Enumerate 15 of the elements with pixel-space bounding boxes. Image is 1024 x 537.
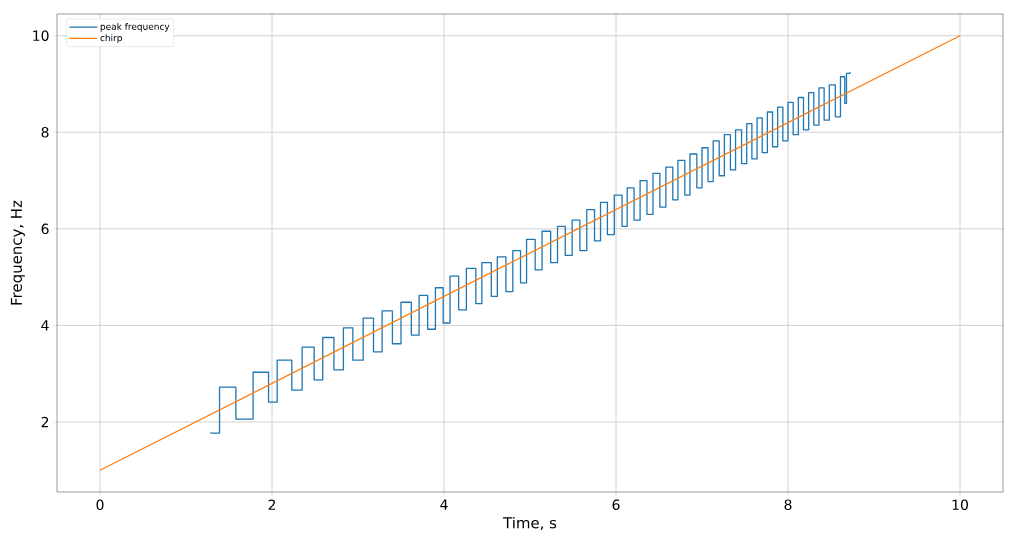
legend-label: chirp [100,34,122,43]
legend-label: peak frequency [100,22,170,32]
y-axis-title: Frequency, Hz [10,200,25,305]
x-tick-label: 6 [612,499,620,511]
x-tick-label: 10 [952,499,968,511]
y-tick-label: 10 [33,30,49,41]
x-tick-label: 4 [440,499,448,510]
x-axis-title: Time, s [503,516,557,530]
y-tick-label: 6 [41,223,49,235]
y-tick-label: 8 [41,127,49,138]
y-tick-label: 4 [41,320,49,331]
x-tick-label: 2 [268,499,276,510]
x-tick-label: 0 [96,499,104,511]
y-tick-label: 2 [41,416,49,428]
x-tick-label: 8 [784,499,792,511]
